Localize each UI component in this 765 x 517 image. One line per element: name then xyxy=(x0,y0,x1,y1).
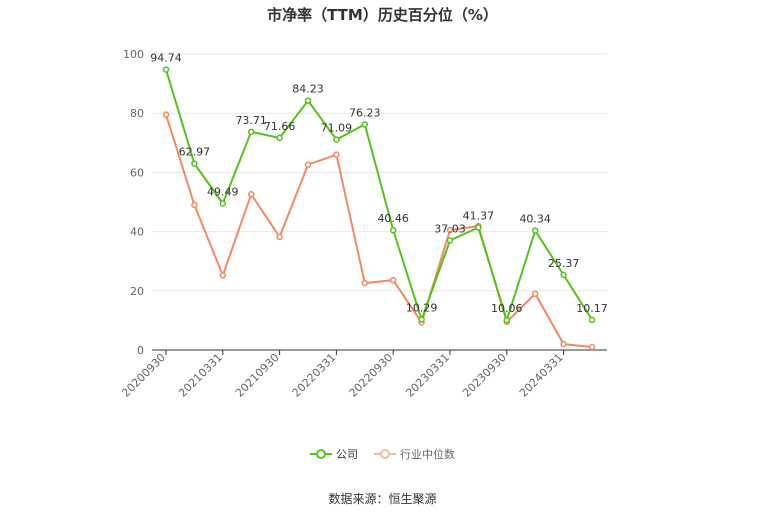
data-point-industry-median xyxy=(333,151,340,158)
legend-item-industry-median[interactable]: 行业中位数 xyxy=(374,446,455,462)
data-label-company: 41.37 xyxy=(463,210,495,223)
x-tick-label: 20220331 xyxy=(290,351,339,400)
data-point-company xyxy=(389,226,397,234)
y-tick-label: 40 xyxy=(130,226,144,239)
data-point-industry-median xyxy=(162,111,170,118)
data-label-company: 76.23 xyxy=(349,106,381,119)
data-point-company xyxy=(418,316,425,323)
data-point-company xyxy=(503,316,511,324)
data-label-company: 10.06 xyxy=(491,302,523,315)
x-tick-label: 20210331 xyxy=(176,351,225,400)
data-point-company xyxy=(531,227,539,234)
x-tick-label: 20220930 xyxy=(347,351,396,400)
data-label-company: 25.37 xyxy=(548,257,580,270)
legend: 公司 行业中位数 xyxy=(0,446,765,462)
data-label-company: 49.49 xyxy=(207,186,239,199)
data-point-industry-median xyxy=(446,226,454,234)
data-point-industry-median xyxy=(560,340,567,348)
data-point-industry-median xyxy=(389,276,397,284)
data-label-company: 62.97 xyxy=(179,146,211,159)
data-label-company: 73.71 xyxy=(235,114,267,127)
y-tick-label: 100 xyxy=(123,48,144,61)
data-point-industry-median xyxy=(191,201,198,209)
y-tick-label: 20 xyxy=(130,285,144,298)
x-tick-label: 20230331 xyxy=(403,351,452,400)
data-point-company xyxy=(475,224,482,231)
data-point-company xyxy=(588,316,596,324)
data-label-company: 10.17 xyxy=(576,302,608,315)
data-point-industry-median xyxy=(361,279,369,287)
chart-title: 市净率（TTM）历史百分位（%） xyxy=(267,6,498,24)
data-point-company xyxy=(219,200,227,207)
series-line-industry-median xyxy=(165,114,593,349)
data-source: 数据来源：恒生聚源 xyxy=(328,492,437,506)
legend-line-industry-icon xyxy=(374,449,396,459)
legend-label-company: 公司 xyxy=(336,448,358,461)
legend-item-company[interactable]: 公司 xyxy=(310,446,358,462)
x-tick-label: 20230930 xyxy=(460,351,509,400)
data-point-industry-median xyxy=(219,272,227,279)
data-point-company xyxy=(247,128,255,136)
data-point-industry-median xyxy=(531,290,539,298)
series-line-company xyxy=(165,69,593,322)
legend-label-industry-median: 行业中位数 xyxy=(400,448,455,461)
data-point-company xyxy=(560,271,567,279)
x-tick-label: 20200930 xyxy=(119,351,168,400)
data-point-industry-median xyxy=(247,191,255,198)
data-point-industry-median xyxy=(276,233,283,241)
data-label-company: 37.03 xyxy=(434,222,466,235)
legend-line-company-icon xyxy=(310,449,332,459)
data-label-company: 71.09 xyxy=(321,122,353,135)
data-label-company: 94.74 xyxy=(150,52,182,65)
y-tick-label: 60 xyxy=(130,166,144,179)
data-point-company xyxy=(361,121,369,128)
x-tick-label: 20210930 xyxy=(233,351,282,400)
data-label-company: 10.29 xyxy=(406,302,438,315)
data-point-company xyxy=(446,237,454,244)
data-point-company xyxy=(333,136,340,143)
data-point-company xyxy=(304,97,312,104)
data-point-industry-median xyxy=(588,343,596,351)
data-point-company xyxy=(276,134,283,142)
data-label-company: 40.46 xyxy=(377,212,409,225)
y-tick-label: 80 xyxy=(130,107,144,120)
x-tick-label: 20240331 xyxy=(517,351,566,400)
data-point-company xyxy=(162,66,170,73)
data-label-company: 40.34 xyxy=(519,213,551,226)
data-label-company: 84.23 xyxy=(292,83,324,96)
data-point-industry-median xyxy=(304,161,312,168)
y-tick-label: 0 xyxy=(137,344,144,357)
data-point-company xyxy=(191,160,198,167)
data-label-company: 71.66 xyxy=(264,120,296,133)
